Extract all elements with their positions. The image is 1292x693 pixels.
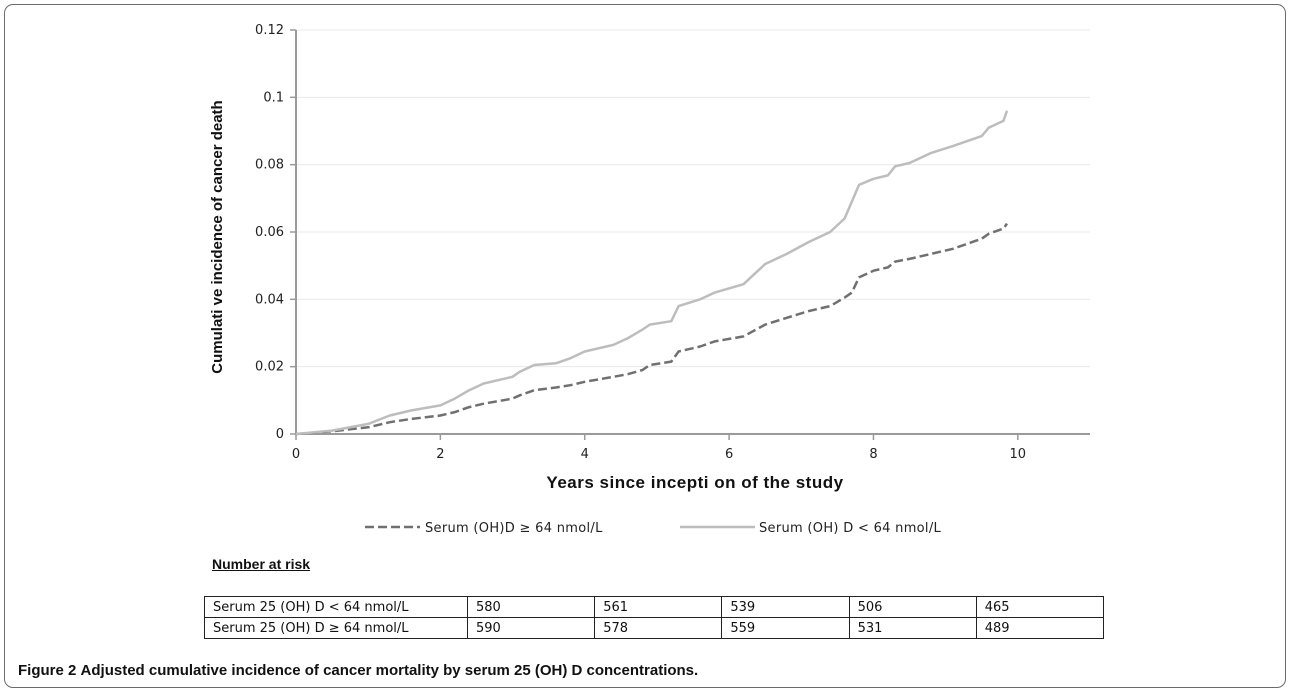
legend-label-series-2: Serum (OH) D < 64 nmol/L: [759, 521, 942, 536]
table-cell: 578: [594, 617, 723, 639]
gridlines: [296, 29, 1090, 368]
row-label: Serum 25 (OH) D < 64 nmol/L: [204, 596, 468, 618]
table-cell: 580: [466, 596, 596, 618]
x-tick-label: 2: [436, 447, 444, 462]
row-label: Serum 25 (OH) D ≥ 64 nmol/L: [204, 617, 468, 639]
x-tick-label: 10: [1010, 447, 1027, 462]
risk-table-heading: Number at risk: [212, 556, 311, 572]
x-tick-label: 6: [725, 447, 733, 462]
series-line-1: [295, 222, 1009, 436]
figure-frame: [4, 4, 1286, 688]
table-cell: 590: [466, 617, 596, 639]
y-tick-label: 0.08: [255, 158, 284, 173]
number-at-risk-table: Serum 25 (OH) D < 64 nmol/L 580 561 539 …: [204, 596, 1105, 639]
table-cell: 561: [594, 596, 723, 618]
y-tick-label: 0.06: [255, 225, 284, 240]
table-cell: 539: [721, 596, 850, 618]
axes: 0 0.02 0.04 0.06 0.08 0.1 0.12 0 2 4 6 8 10: [255, 23, 1090, 462]
figure-caption: Figure 2 Adjusted cumulative incidence o…: [18, 662, 698, 679]
caption-text: Adjusted cumulative incidence of cancer …: [80, 662, 699, 679]
x-tick-label: 4: [581, 447, 589, 462]
y-tick-label: 0.04: [255, 292, 284, 307]
legend: Serum (OH)D ≥ 64 nmol/L Serum (OH) D < 6…: [365, 521, 942, 536]
x-tick-label: 8: [869, 447, 877, 462]
table-row: Serum 25 (OH) D < 64 nmol/L 580 561 539 …: [204, 596, 1105, 618]
line-chart: 0 0.02 0.04 0.06 0.08 0.1 0.12 0 2 4 6 8 10 Cumulati…: [209, 23, 1090, 536]
y-tick-label: 0.1: [263, 90, 284, 105]
x-axis-label: Years since incepti on of the study: [546, 473, 843, 492]
series-line-2: [295, 110, 1009, 436]
y-tick-label: 0.12: [255, 23, 284, 38]
series-lines: [295, 110, 1009, 436]
y-tick-label: 0.02: [255, 360, 284, 375]
table-cell: 559: [721, 617, 850, 639]
table-row: Serum 25 (OH) D ≥ 64 nmol/L 590 578 559 …: [204, 617, 1105, 639]
y-axis-label: Cumulati ve incidence of cancer death: [209, 100, 226, 373]
table-cell: 489: [975, 617, 1105, 639]
figure-number: Figure 2: [18, 662, 77, 679]
x-tick-label: 0: [292, 447, 300, 462]
table-cell: 465: [975, 596, 1105, 618]
table-cell: 531: [848, 617, 977, 639]
legend-label-series-1: Serum (OH)D ≥ 64 nmol/L: [425, 521, 603, 536]
y-tick-label: 0: [276, 427, 284, 442]
table-cell: 506: [848, 596, 977, 618]
